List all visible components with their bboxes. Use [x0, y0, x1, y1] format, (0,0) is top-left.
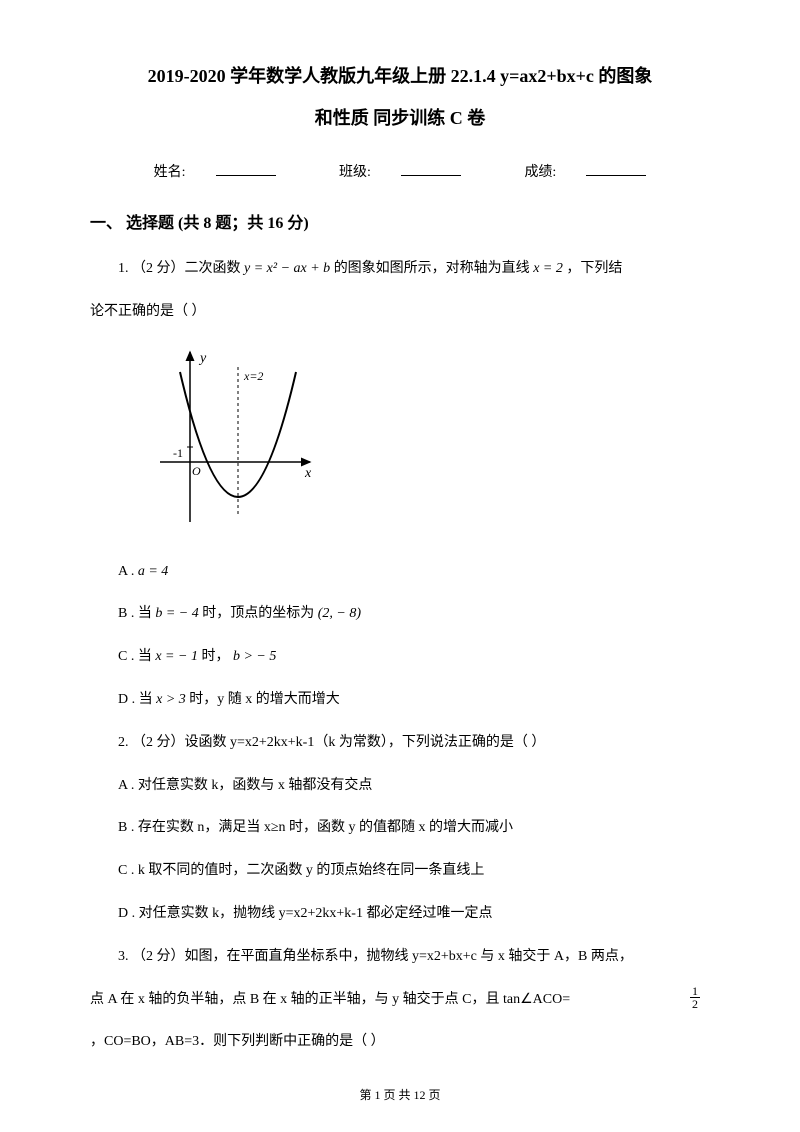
question-1-line2: 论不正确的是（ ） — [90, 297, 710, 328]
question-1: 1. （2 分）二次函数 y = x² − ax + b 的图象如图所示，对称轴… — [90, 254, 710, 285]
question-3-line1: 3. （2 分）如图，在平面直角坐标系中，抛物线 y=x2+bx+c 与 x 轴… — [90, 942, 710, 973]
student-info-line: 姓名: 班级: 成绩: — [90, 160, 710, 185]
q1-option-c: C . 当 x = − 1 时， b > − 5 — [90, 642, 710, 673]
q2-option-c: C . k 取不同的值时，二次函数 y 的顶点始终在同一条直线上 — [90, 856, 710, 887]
section-1-header: 一、 选择题 (共 8 题；共 16 分) — [90, 210, 710, 239]
svg-text:x: x — [304, 466, 312, 481]
question-3-line2: 点 A 在 x 轴的负半轴，点 B 在 x 轴的正半轴，与 y 轴交于点 C，且… — [90, 985, 710, 1016]
q2-option-b: B . 存在实数 n，满足当 x≥n 时，函数 y 的值都随 x 的增大而减小 — [90, 813, 710, 844]
q1-option-b: B . 当 b = − 4 时，顶点的坐标为 (2, − 8) — [90, 599, 710, 630]
svg-text:-1: -1 — [173, 446, 183, 460]
q2-option-d: D . 对任意实数 k，抛物线 y=x2+2kx+k‐1 都必定经过唯一定点 — [90, 899, 710, 930]
q1-option-d: D . 当 x > 3 时，y 随 x 的增大而增大 — [90, 685, 710, 716]
q2-option-a: A . 对任意实数 k，函数与 x 轴都没有交点 — [90, 771, 710, 802]
page-footer: 第 1 页 共 12 页 — [90, 1085, 710, 1107]
document-subtitle: 和性质 同步训练 C 卷 — [90, 102, 710, 134]
fraction-half: 12 — [690, 985, 700, 1010]
svg-text:O: O — [192, 464, 201, 478]
score-label: 成绩: — [509, 165, 661, 180]
document-title: 2019-2020 学年数学人教版九年级上册 22.1.4 y=ax2+bx+c… — [90, 60, 710, 92]
question-3-line3: ，CO=BO，AB=3．则下列判断中正确的是（ ） — [90, 1027, 710, 1058]
svg-text:x=2: x=2 — [243, 369, 263, 383]
name-label: 姓名: — [139, 165, 291, 180]
parabola-graph: y x x=2 -1 O — [150, 342, 710, 541]
q1-option-a: A . a = 4 — [90, 557, 710, 588]
svg-text:y: y — [198, 351, 207, 366]
class-label: 班级: — [324, 165, 476, 180]
question-2: 2. （2 分）设函数 y=x2+2kx+k‐1（k 为常数），下列说法正确的是… — [90, 728, 710, 759]
